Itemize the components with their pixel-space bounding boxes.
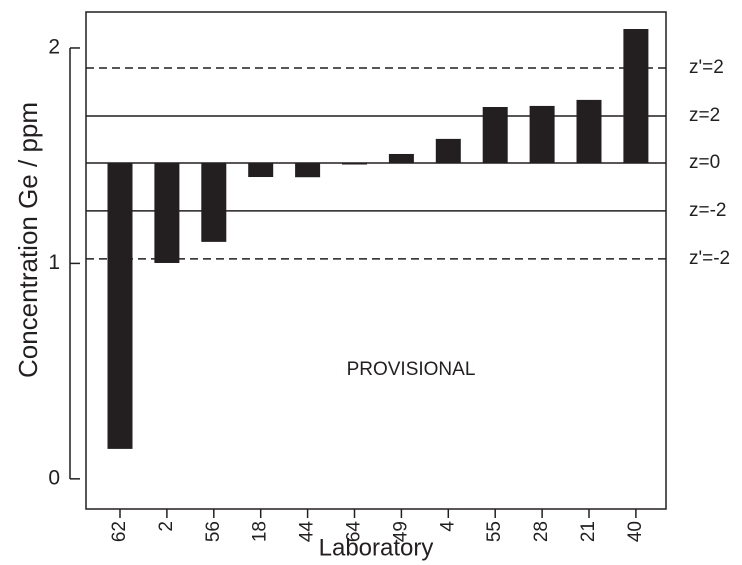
x-tick-label: 4 — [437, 521, 458, 532]
x-tick-label: 28 — [531, 521, 552, 542]
x-tick-label: 62 — [109, 521, 130, 542]
x-tick-label: 55 — [484, 521, 505, 542]
bar — [623, 29, 649, 164]
bar — [295, 163, 321, 178]
x-tick-label: 21 — [578, 521, 599, 542]
bar — [154, 163, 180, 263]
x-tick-label: 49 — [390, 521, 411, 542]
y-axis-label: Concentration Ge / ppm — [13, 102, 43, 378]
x-tick-label: 2 — [156, 521, 177, 532]
x-tick-label: 44 — [297, 521, 318, 543]
bar — [201, 163, 227, 242]
bar — [107, 163, 133, 449]
x-tick-label: 40 — [625, 521, 646, 542]
reference-label: z'=2 — [689, 57, 724, 78]
reference-label: z=-2 — [689, 200, 727, 221]
bar — [482, 107, 508, 164]
x-tick-label: 56 — [203, 521, 224, 542]
bar — [435, 138, 461, 164]
x-axis-label: Laboratory — [319, 534, 434, 561]
y-tick-label: 0 — [48, 466, 60, 489]
reference-label: z'=-2 — [689, 248, 730, 269]
x-tick-label: 64 — [344, 521, 365, 543]
y-tick-label: 1 — [48, 251, 60, 274]
bar — [576, 99, 602, 164]
annotation: PROVISIONAL — [347, 359, 476, 380]
bar — [342, 163, 367, 165]
reference-label: z=0 — [689, 152, 720, 173]
bar — [248, 163, 274, 178]
x-tick-label: 18 — [250, 521, 271, 542]
reference-label: z=2 — [689, 105, 720, 126]
bar — [388, 153, 414, 164]
plot-frame — [85, 11, 667, 510]
y-tick-label: 2 — [48, 36, 60, 59]
bar — [529, 105, 555, 164]
